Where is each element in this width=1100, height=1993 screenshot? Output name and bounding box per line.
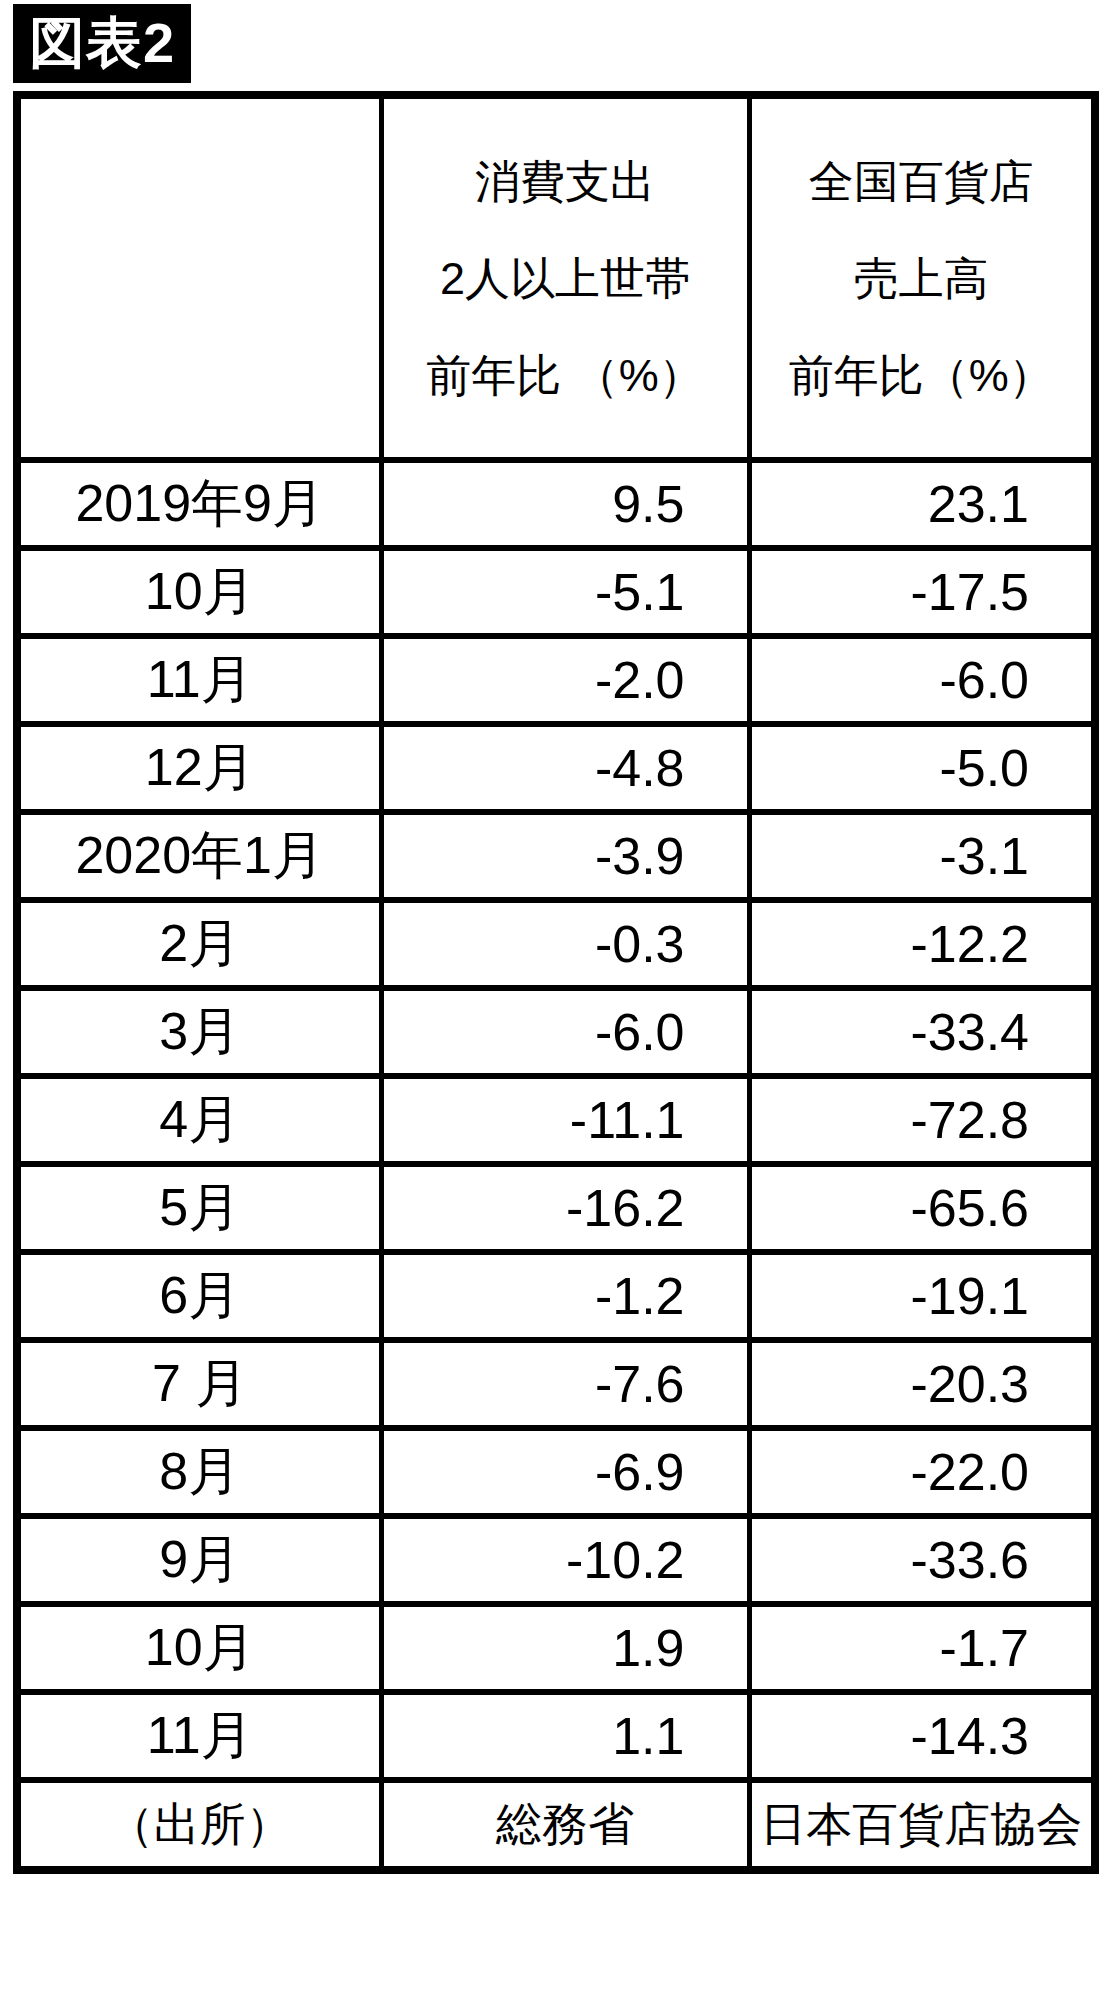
department-value-cell: 23.1 (749, 460, 1095, 548)
month-header-cell (17, 95, 381, 460)
table-row: 10月 -5.1 -17.5 (17, 548, 1095, 636)
table-row: 2月 -0.3 -12.2 (17, 900, 1095, 988)
month-cell: 2020年1月 (17, 812, 381, 900)
department-value-cell: -5.0 (749, 724, 1095, 812)
month-cell: 8月 (17, 1428, 381, 1516)
month-cell: 11月 (17, 1692, 381, 1780)
data-table: 消費支出 2人以上世帯 前年比 （%） 全国百貨店 売上高 前年比（%） 201… (13, 91, 1099, 1874)
consumption-value-cell: -11.1 (381, 1076, 749, 1164)
department-value-cell: -17.5 (749, 548, 1095, 636)
table-row: 9月 -10.2 -33.6 (17, 1516, 1095, 1604)
table-row: 2019年9月 9.5 23.1 (17, 460, 1095, 548)
consumption-value-cell: -0.3 (381, 900, 749, 988)
consumption-value-cell: -6.9 (381, 1428, 749, 1516)
department-header-line1: 全国百貨店 (752, 133, 1092, 230)
consumption-header-line1: 消費支出 (384, 133, 747, 230)
department-value-cell: -33.6 (749, 1516, 1095, 1604)
consumption-value-cell: -5.1 (381, 548, 749, 636)
table-row: 5月 -16.2 -65.6 (17, 1164, 1095, 1252)
source-department-cell: 日本百貨店協会 (749, 1780, 1095, 1870)
table-row: 11月 1.1 -14.3 (17, 1692, 1095, 1780)
consumption-value-cell: -7.6 (381, 1340, 749, 1428)
table-row: 7 月 -7.6 -20.3 (17, 1340, 1095, 1428)
consumption-value-cell: -1.2 (381, 1252, 749, 1340)
page: 図表2 消費支出 2人以上世帯 前年比 （%） 全国百貨店 売上高 前年比（%） (0, 0, 1100, 1993)
table-row: 11月 -2.0 -6.0 (17, 636, 1095, 724)
table-row: 8月 -6.9 -22.0 (17, 1428, 1095, 1516)
department-header-line2: 売上高 (752, 230, 1092, 327)
consumption-header-cell: 消費支出 2人以上世帯 前年比 （%） (381, 95, 749, 460)
month-cell: 7 月 (17, 1340, 381, 1428)
department-value-cell: -33.4 (749, 988, 1095, 1076)
month-cell: 6月 (17, 1252, 381, 1340)
figure-badge: 図表2 (13, 4, 191, 83)
department-value-cell: -19.1 (749, 1252, 1095, 1340)
consumption-header-line3: 前年比 （%） (384, 327, 747, 424)
department-header-cell: 全国百貨店 売上高 前年比（%） (749, 95, 1095, 460)
month-cell: 2月 (17, 900, 381, 988)
table-row: 3月 -6.0 -33.4 (17, 988, 1095, 1076)
header-row: 消費支出 2人以上世帯 前年比 （%） 全国百貨店 売上高 前年比（%） (17, 95, 1095, 460)
table-row: 10月 1.9 -1.7 (17, 1604, 1095, 1692)
source-label-cell: （出所） (17, 1780, 381, 1870)
month-cell: 5月 (17, 1164, 381, 1252)
source-row: （出所） 総務省 日本百貨店協会 (17, 1780, 1095, 1870)
department-value-cell: -6.0 (749, 636, 1095, 724)
consumption-value-cell: 1.9 (381, 1604, 749, 1692)
department-header-line3: 前年比（%） (752, 327, 1092, 424)
department-value-cell: -20.3 (749, 1340, 1095, 1428)
consumption-value-cell: -10.2 (381, 1516, 749, 1604)
department-value-cell: -12.2 (749, 900, 1095, 988)
table-row: 6月 -1.2 -19.1 (17, 1252, 1095, 1340)
consumption-value-cell: -16.2 (381, 1164, 749, 1252)
month-cell: 2019年9月 (17, 460, 381, 548)
department-value-cell: -65.6 (749, 1164, 1095, 1252)
consumption-value-cell: 1.1 (381, 1692, 749, 1780)
month-cell: 10月 (17, 548, 381, 636)
month-cell: 4月 (17, 1076, 381, 1164)
month-cell: 3月 (17, 988, 381, 1076)
consumption-value-cell: -6.0 (381, 988, 749, 1076)
department-value-cell: -1.7 (749, 1604, 1095, 1692)
consumption-value-cell: -3.9 (381, 812, 749, 900)
table-row: 4月 -11.1 -72.8 (17, 1076, 1095, 1164)
month-cell: 12月 (17, 724, 381, 812)
department-value-cell: -14.3 (749, 1692, 1095, 1780)
department-value-cell: -72.8 (749, 1076, 1095, 1164)
month-cell: 10月 (17, 1604, 381, 1692)
department-value-cell: -22.0 (749, 1428, 1095, 1516)
consumption-value-cell: -2.0 (381, 636, 749, 724)
consumption-value-cell: -4.8 (381, 724, 749, 812)
department-value-cell: -3.1 (749, 812, 1095, 900)
table-row: 2020年1月 -3.9 -3.1 (17, 812, 1095, 900)
month-cell: 9月 (17, 1516, 381, 1604)
consumption-value-cell: 9.5 (381, 460, 749, 548)
source-consumption-cell: 総務省 (381, 1780, 749, 1870)
table-row: 12月 -4.8 -5.0 (17, 724, 1095, 812)
consumption-header-line2: 2人以上世帯 (384, 230, 747, 327)
month-cell: 11月 (17, 636, 381, 724)
